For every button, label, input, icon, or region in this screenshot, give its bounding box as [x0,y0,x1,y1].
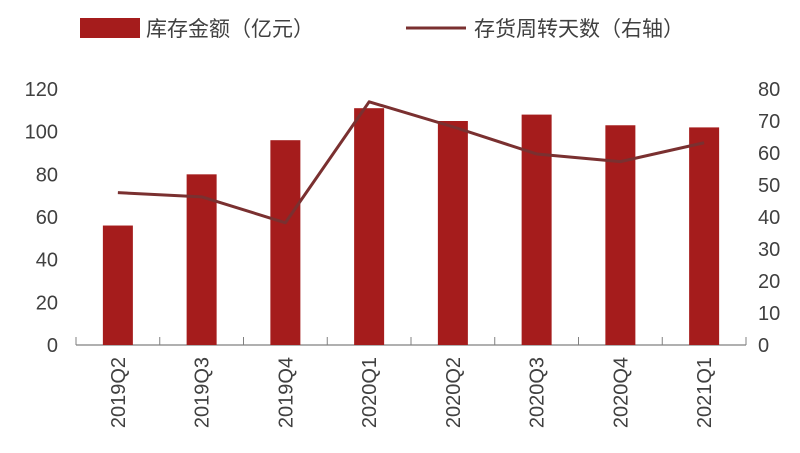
x-axis-tick-label: 2020Q4 [610,357,632,428]
bar [354,108,385,345]
bar [270,140,301,345]
left-axis-tick-label: 20 [36,292,58,314]
left-axis-tick-label: 40 [36,250,58,272]
right-axis-tick-label: 60 [758,143,780,165]
left-axis-tick-label: 120 [25,79,58,101]
right-axis-tick-label: 0 [758,335,769,357]
left-axis-tick-label: 60 [36,207,58,229]
right-axis-tick-label: 30 [758,239,780,261]
turnover-days-line [117,100,705,225]
right-axis-tick-label: 70 [758,111,780,133]
right-axis-tick-label: 10 [758,303,780,325]
x-axis-tick-label: 2019Q3 [192,357,214,428]
bar [689,127,720,346]
bar [437,121,468,345]
legend-bar-swatch [80,18,140,38]
x-axis-tick-label: 2019Q2 [108,357,130,428]
x-axis-tick-label: 2019Q4 [275,357,297,428]
left-axis-tick-label: 80 [36,164,58,186]
bar [186,174,217,345]
legend-bar-label: 库存金额（亿元） [146,17,314,41]
left-axis-tick-label: 100 [25,122,58,144]
right-axis-tick-label: 50 [758,175,780,197]
right-axis-tick-label: 80 [758,79,780,101]
x-axis-tick-label: 2020Q1 [359,357,381,428]
x-axis-tick-label: 2020Q3 [527,357,549,428]
x-axis-tick-label: 2020Q2 [443,357,465,428]
legend: 库存金额（亿元） 存货周转天数（右轴） [80,17,684,41]
right-axis-tick-label: 40 [758,207,780,229]
bar [102,225,133,345]
left-axis-tick-label: 0 [47,335,58,357]
x-axis-tick-label: 2021Q1 [694,357,716,428]
right-axis-tick-label: 20 [758,271,780,293]
legend-line-label: 存货周转天数（右轴） [474,17,684,41]
